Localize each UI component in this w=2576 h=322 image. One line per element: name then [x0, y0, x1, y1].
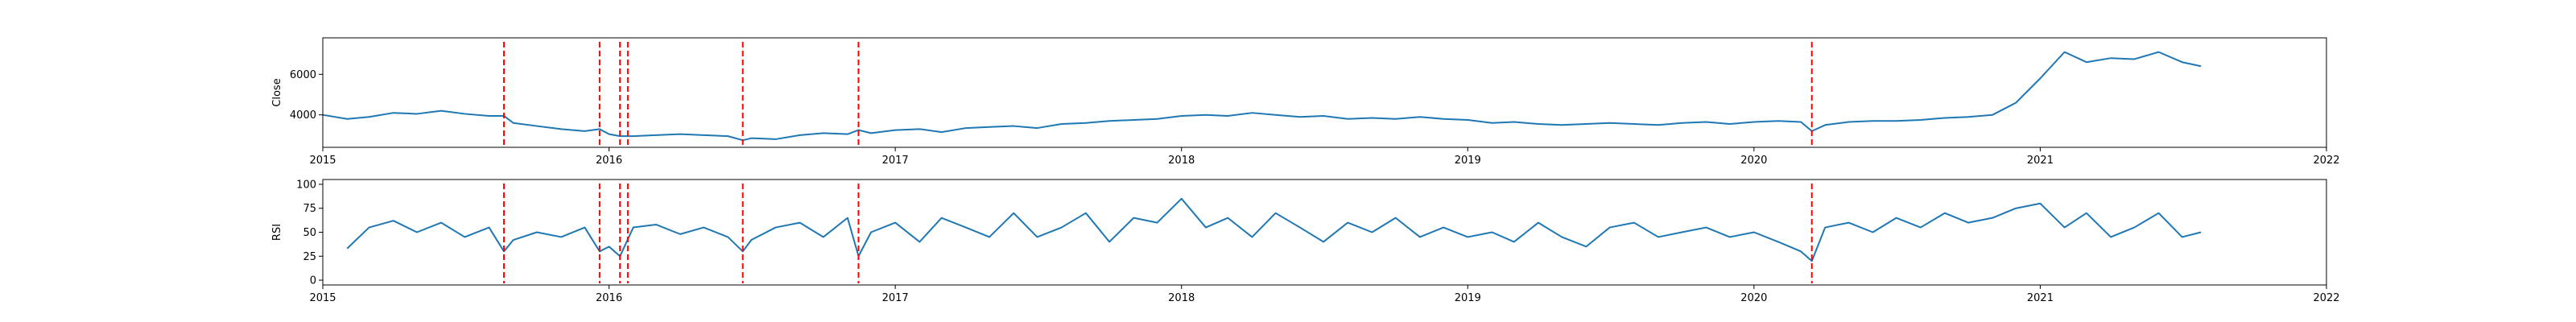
y-tick-label: 75	[303, 203, 316, 215]
y-tick-label: 50	[303, 227, 316, 239]
y-tick-label: 25	[303, 251, 316, 263]
rsi-panel: 2015 2016 2017 2018 2019 2020 2021 2022 0 25 50 75 1…	[271, 179, 2340, 304]
x-tick-label: 2016	[596, 155, 622, 167]
x-tick-label: 2022	[2313, 155, 2339, 167]
x-tick-label: 2015	[309, 155, 336, 167]
y-tick-label: 0	[310, 275, 316, 287]
x-tick-label: 2022	[2313, 292, 2339, 304]
y-tick-label: 6000	[290, 69, 316, 81]
x-tick-label: 2015	[309, 292, 336, 304]
x-tick-label: 2018	[1168, 292, 1195, 304]
y-axis-label: Close	[271, 78, 283, 106]
x-tick-label: 2017	[882, 292, 909, 304]
y-tick-label: 100	[296, 179, 316, 191]
y-axis-label: RSI	[271, 224, 283, 241]
x-tick-label: 2020	[1740, 292, 1767, 304]
x-tick-label: 2016	[596, 292, 622, 304]
x-tick-label: 2021	[2027, 292, 2054, 304]
close-panel: 2015 2016 2017 2018 2019 2020 2021 2022 4000 6000…	[271, 37, 2340, 167]
x-tick-label: 2019	[1455, 292, 1481, 304]
x-tick-label: 2020	[1740, 155, 1767, 167]
x-tick-label: 2021	[2027, 155, 2054, 167]
x-tick-label: 2018	[1168, 155, 1195, 167]
series-line-0	[322, 51, 2202, 142]
y-tick-label: 4000	[290, 109, 316, 122]
x-tick-label: 2017	[882, 155, 909, 167]
x-tick-label: 2019	[1455, 155, 1481, 167]
axes-frame	[322, 37, 2327, 148]
